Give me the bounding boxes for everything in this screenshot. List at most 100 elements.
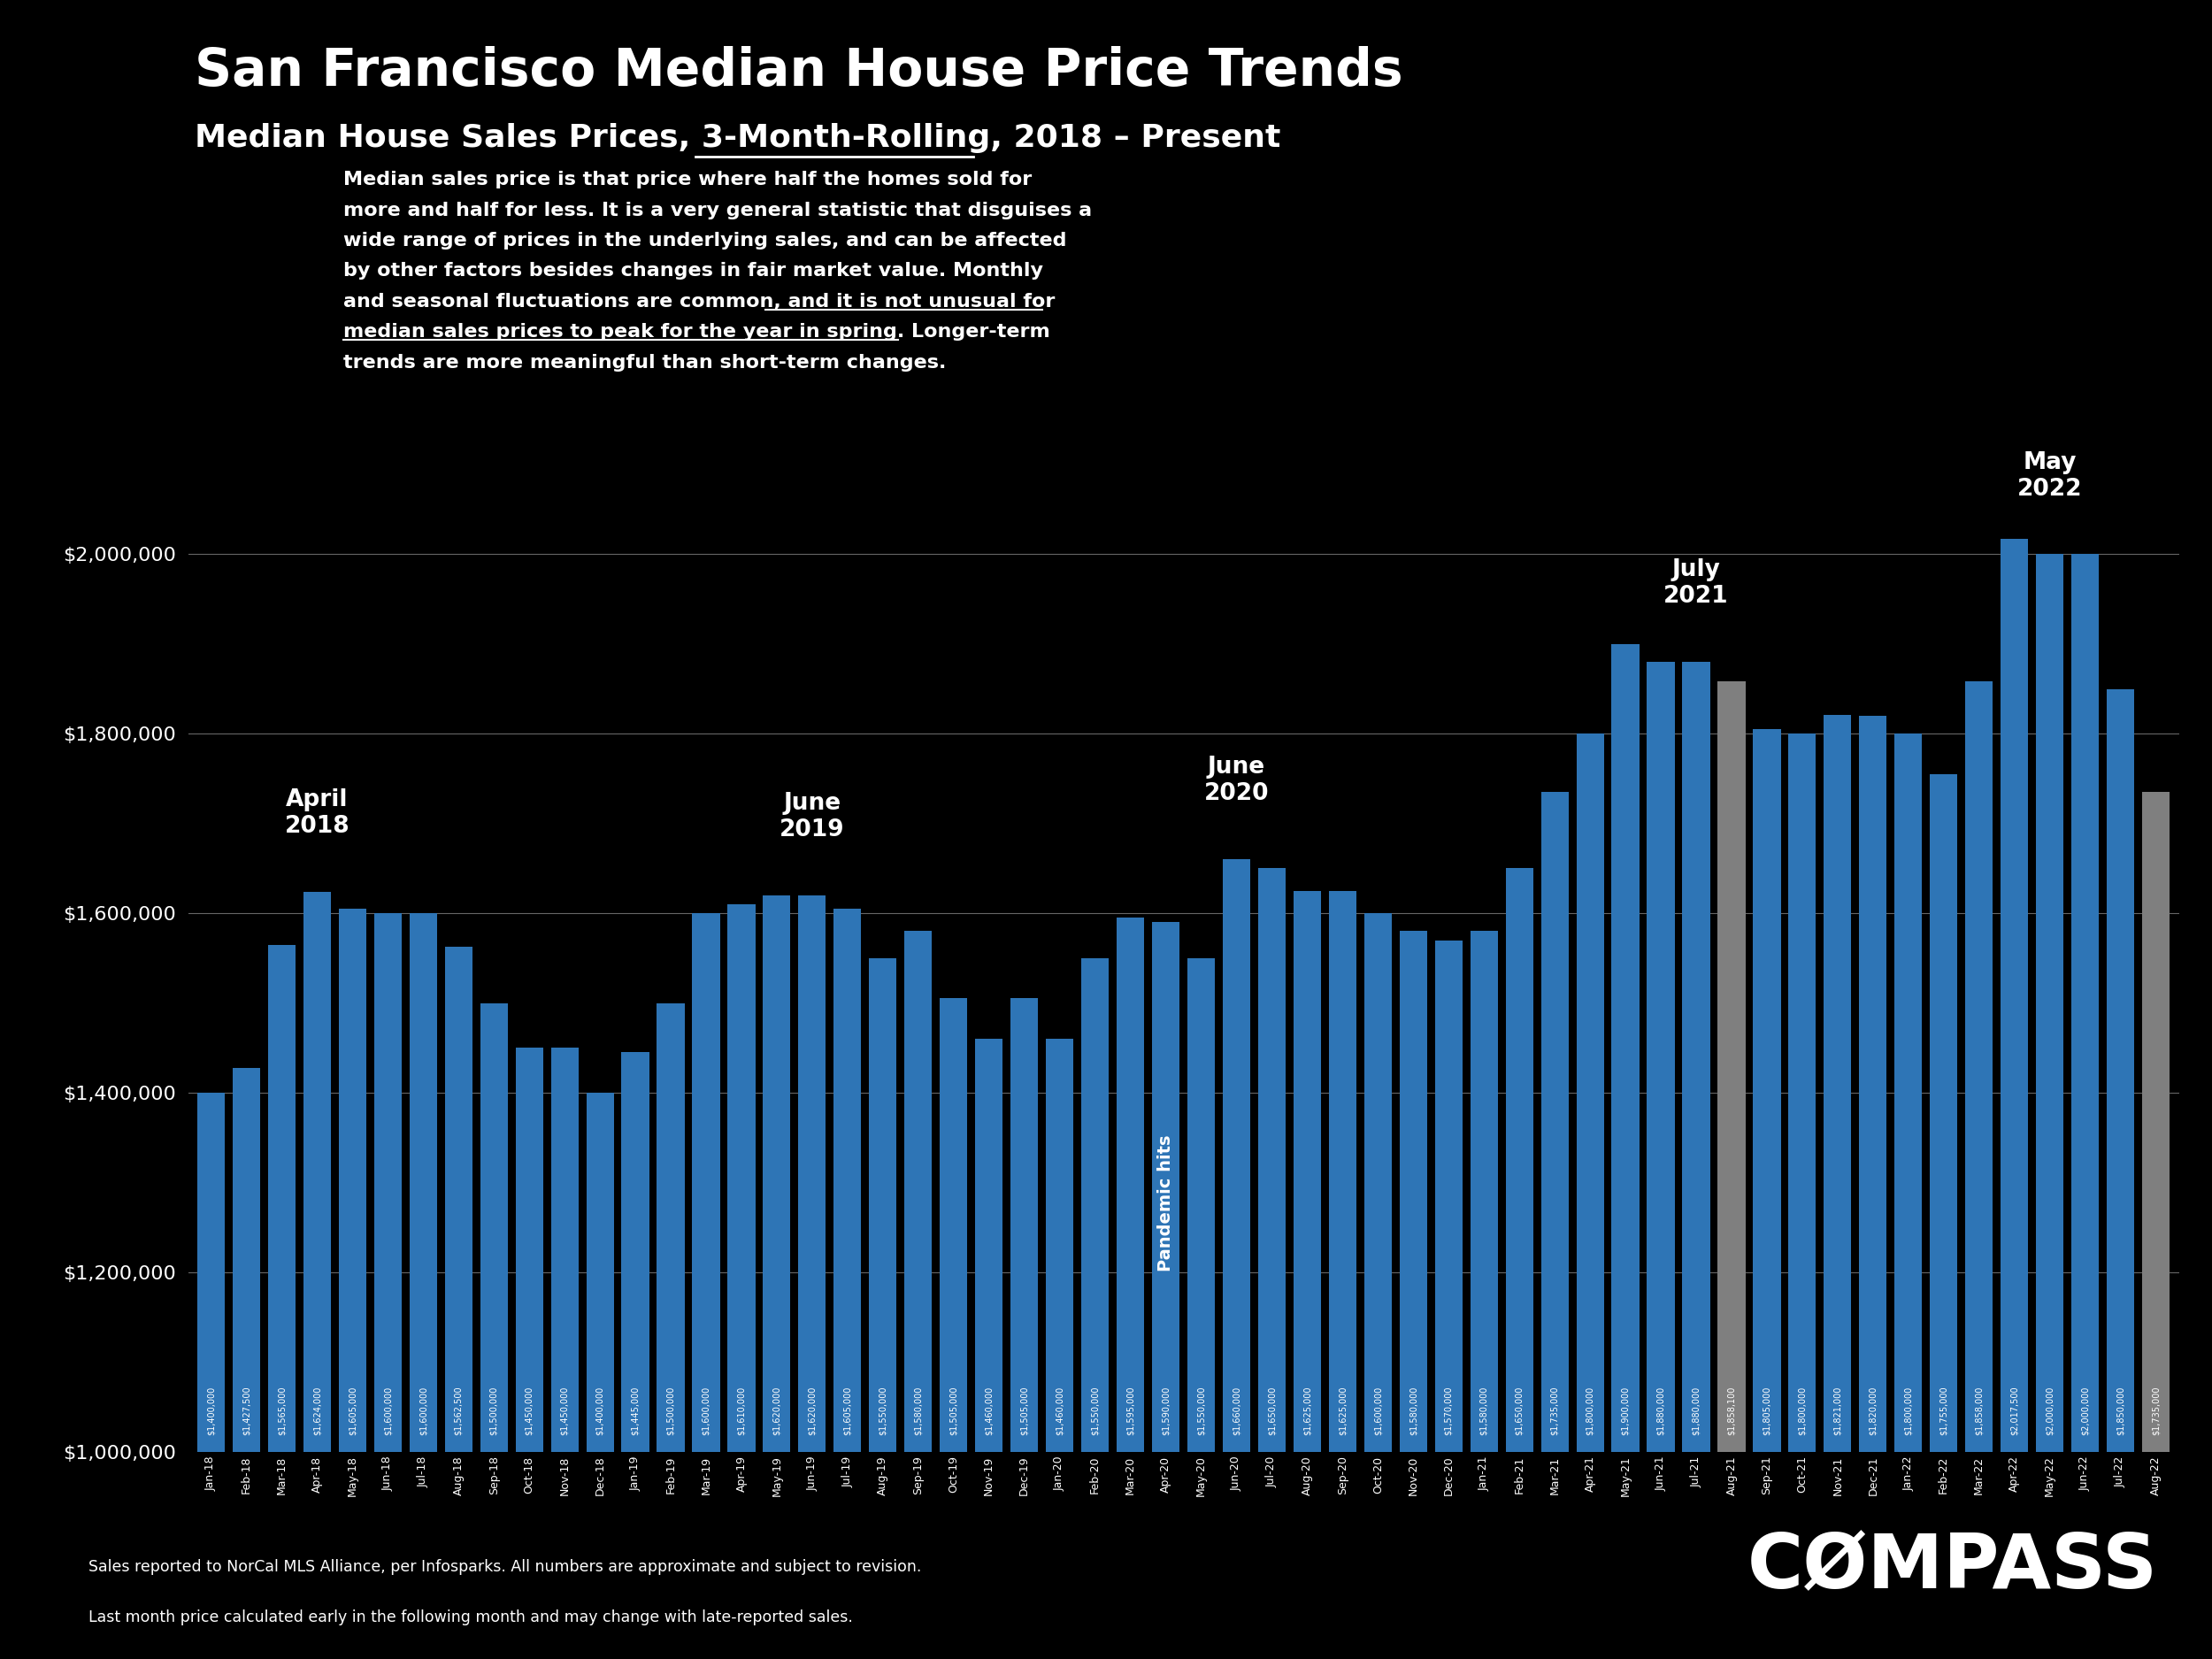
Bar: [1893, 733, 1922, 1452]
Text: $1,600,000: $1,600,000: [1374, 1387, 1382, 1435]
Text: $1,600,000: $1,600,000: [418, 1387, 427, 1435]
Bar: [2106, 688, 2135, 1452]
Text: $1,460,000: $1,460,000: [1055, 1387, 1064, 1435]
Bar: [515, 1048, 542, 1452]
Bar: [905, 931, 931, 1452]
Text: $1,600,000: $1,600,000: [383, 1387, 392, 1435]
Bar: [303, 891, 332, 1452]
Bar: [1790, 733, 1816, 1452]
Text: $1,580,000: $1,580,000: [914, 1387, 922, 1435]
Text: $1,445,000: $1,445,000: [630, 1387, 639, 1435]
Text: $1,600,000: $1,600,000: [701, 1387, 710, 1435]
Text: $1,858,000: $1,858,000: [1975, 1387, 1984, 1435]
Bar: [586, 1093, 613, 1452]
Bar: [869, 959, 896, 1452]
Text: by other factors besides changes in fair market value. Monthly: by other factors besides changes in fair…: [343, 262, 1042, 280]
Bar: [338, 909, 367, 1452]
Bar: [409, 912, 438, 1452]
Text: $1,625,000: $1,625,000: [1303, 1387, 1312, 1435]
Bar: [1754, 730, 1781, 1452]
Bar: [1365, 912, 1391, 1452]
Text: $1,450,000: $1,450,000: [524, 1387, 533, 1435]
Bar: [1152, 922, 1179, 1452]
Text: $1,880,000: $1,880,000: [1657, 1387, 1666, 1435]
Bar: [622, 1052, 648, 1452]
Bar: [1046, 1039, 1073, 1452]
Text: $1,590,000: $1,590,000: [1161, 1387, 1170, 1435]
Text: $1,821,000: $1,821,000: [1834, 1387, 1843, 1435]
Bar: [480, 1004, 509, 1452]
Text: $1,620,000: $1,620,000: [772, 1387, 781, 1435]
Text: $1,450,000: $1,450,000: [560, 1387, 568, 1435]
Bar: [657, 1004, 684, 1452]
Text: trends are more meaningful than short-term changes.: trends are more meaningful than short-te…: [343, 353, 947, 372]
Text: $1,580,000: $1,580,000: [1409, 1387, 1418, 1435]
Bar: [1825, 715, 1851, 1452]
Text: $1,610,000: $1,610,000: [737, 1387, 745, 1435]
Text: $1,605,000: $1,605,000: [843, 1387, 852, 1435]
Text: $1,650,000: $1,650,000: [1267, 1387, 1276, 1435]
Text: $1,850,000: $1,850,000: [2117, 1387, 2126, 1435]
Text: $1,755,000: $1,755,000: [1940, 1387, 1949, 1435]
Bar: [1929, 775, 1958, 1452]
Text: more and half for less. It is a very general statistic that disguises a: more and half for less. It is a very gen…: [343, 201, 1091, 219]
Bar: [1471, 931, 1498, 1452]
Bar: [1683, 662, 1710, 1452]
Text: Pandemic hits: Pandemic hits: [1157, 1135, 1175, 1271]
Text: $1,460,000: $1,460,000: [984, 1387, 993, 1435]
Text: $2,000,000: $2,000,000: [2046, 1387, 2055, 1435]
Text: $1,625,000: $1,625,000: [1338, 1387, 1347, 1435]
Text: $1,900,000: $1,900,000: [1621, 1387, 1630, 1435]
Text: $1,595,000: $1,595,000: [1126, 1387, 1135, 1435]
Text: $1,605,000: $1,605,000: [347, 1387, 356, 1435]
Bar: [551, 1048, 577, 1452]
Text: San Francisco Median House Price Trends: San Francisco Median House Price Trends: [195, 46, 1402, 96]
Text: $1,580,000: $1,580,000: [1480, 1387, 1489, 1435]
Bar: [1259, 868, 1285, 1452]
Text: $1,805,000: $1,805,000: [1763, 1387, 1772, 1435]
Bar: [1082, 959, 1108, 1452]
Bar: [1188, 959, 1214, 1452]
Text: June
2020: June 2020: [1203, 757, 1270, 806]
Text: $1,735,000: $1,735,000: [2152, 1387, 2161, 1435]
Text: $1,562,500: $1,562,500: [453, 1387, 462, 1435]
Bar: [1400, 931, 1427, 1452]
Text: $1,565,000: $1,565,000: [276, 1387, 285, 1435]
Text: CØMPASS: CØMPASS: [1747, 1531, 2159, 1604]
Text: $1,660,000: $1,660,000: [1232, 1387, 1241, 1435]
Bar: [232, 1068, 261, 1452]
Text: May
2022: May 2022: [2017, 451, 2081, 501]
Bar: [1436, 941, 1462, 1452]
Text: $1,400,000: $1,400,000: [206, 1387, 215, 1435]
Bar: [197, 1093, 226, 1452]
Text: Median sales price is that price where half the homes sold for: Median sales price is that price where h…: [343, 171, 1031, 189]
Text: $1,620,000: $1,620,000: [807, 1387, 816, 1435]
Text: $1,570,000: $1,570,000: [1444, 1387, 1453, 1435]
Text: $1,820,000: $1,820,000: [1869, 1387, 1878, 1435]
Bar: [1011, 999, 1037, 1452]
Text: $1,500,000: $1,500,000: [666, 1387, 675, 1435]
Bar: [763, 896, 790, 1452]
Text: $1,800,000: $1,800,000: [1798, 1387, 1807, 1435]
Bar: [799, 896, 825, 1452]
Text: Last month price calculated early in the following month and may change with lat: Last month price calculated early in the…: [88, 1609, 854, 1626]
Bar: [728, 904, 754, 1452]
Bar: [2141, 791, 2170, 1452]
Text: $1,505,000: $1,505,000: [949, 1387, 958, 1435]
Text: median sales prices to peak for the year in spring. Longer-term: median sales prices to peak for the year…: [343, 324, 1051, 342]
Bar: [1223, 859, 1250, 1452]
Text: $1,550,000: $1,550,000: [1197, 1387, 1206, 1435]
Text: $1,427,500: $1,427,500: [241, 1387, 250, 1435]
Text: $2,017,500: $2,017,500: [2011, 1387, 2020, 1435]
Text: $1,550,000: $1,550,000: [878, 1387, 887, 1435]
Bar: [1858, 715, 1887, 1452]
Bar: [1542, 791, 1568, 1452]
Bar: [1613, 644, 1639, 1452]
Bar: [2000, 539, 2028, 1452]
Text: April
2018: April 2018: [285, 788, 349, 838]
Bar: [1719, 682, 1745, 1452]
Text: $1,624,000: $1,624,000: [312, 1387, 321, 1435]
Bar: [268, 944, 296, 1452]
Bar: [2070, 554, 2099, 1452]
Bar: [374, 912, 403, 1452]
